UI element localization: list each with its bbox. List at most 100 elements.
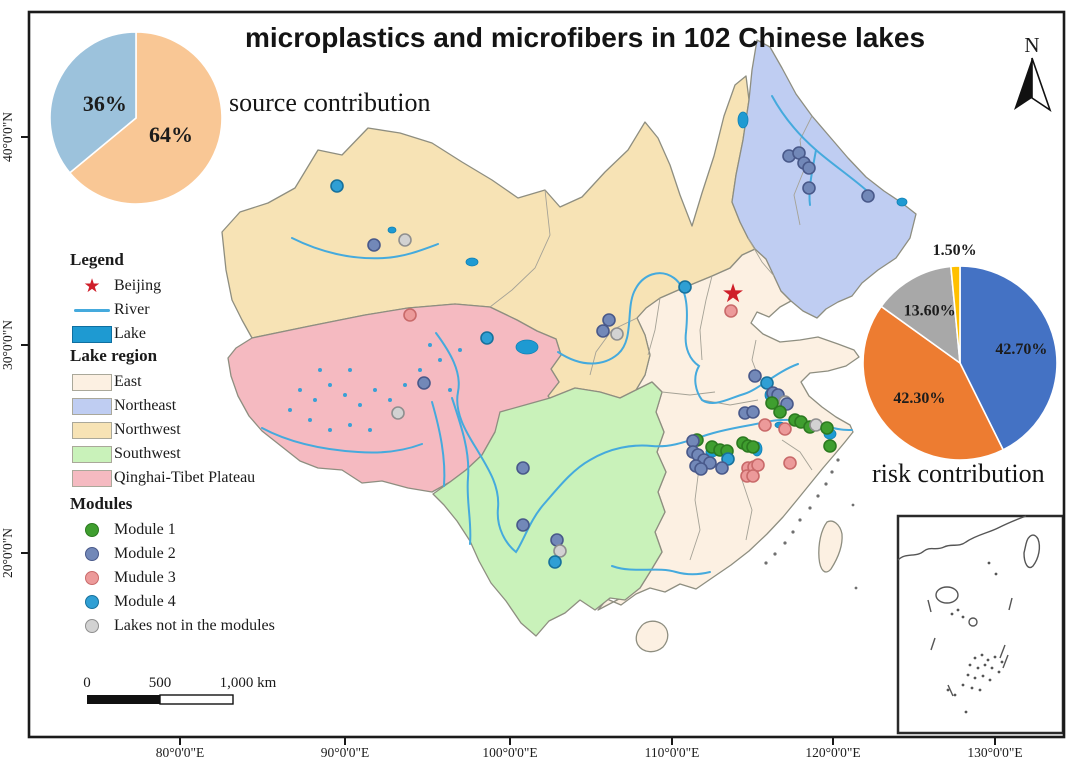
- lake-site-dot: [398, 233, 412, 247]
- qinghai-tibet-label: Qinghai-Tibet Plateau: [114, 469, 256, 486]
- yarlung-river: [261, 427, 423, 454]
- lake-site-dot: [403, 308, 417, 322]
- lake-site-dot: [809, 418, 823, 432]
- northwest-swatch: [72, 421, 112, 439]
- legend-region-northwest: Northwest: [70, 418, 320, 442]
- scale-bar: 0 500 1,000 km: [83, 675, 277, 705]
- legend-river-label: River: [114, 301, 150, 318]
- lake-site-dot: [751, 458, 765, 472]
- scale-500: 500: [149, 675, 172, 691]
- lake-site-dot: [516, 461, 530, 475]
- lake-site-dot: [417, 376, 431, 390]
- lake-site-dot: [391, 406, 405, 420]
- not-in-modules-label: Lakes not in the modules: [114, 617, 275, 634]
- lake-site-dot: [548, 555, 562, 569]
- plateau-lake-speckles: [288, 343, 462, 432]
- lake-site-dot: [678, 280, 692, 294]
- lake-site-dot: [748, 369, 762, 383]
- lake-site-dot: [773, 405, 787, 419]
- pie-slice: [880, 265, 961, 365]
- beijing-star-icon: ★: [721, 279, 744, 308]
- legend-beijing-label: Beijing: [114, 277, 162, 294]
- legend-module-na: Lakes not in the modules: [70, 614, 320, 638]
- north-arrow-icon: N: [1014, 33, 1052, 112]
- scale-0: 0: [83, 675, 91, 691]
- map-frame: 80°0'0"E 90°0'0"E 100°0'0"E 110°0'0"E 12…: [0, 10, 1066, 759]
- pie-slice-label: 13.60%: [904, 303, 956, 320]
- lake-site-dot: [480, 331, 494, 345]
- figure-title: microplastics and microfibers in 102 Chi…: [244, 22, 926, 53]
- star-icon: ★: [83, 275, 101, 297]
- lake-site-dot: [367, 238, 381, 252]
- lake-site-dot: [760, 376, 774, 390]
- lake-site-dot: [516, 518, 530, 532]
- inset-coastline: [897, 515, 1027, 561]
- northwest-label: Northwest: [114, 421, 181, 438]
- lake-sites: [330, 146, 875, 569]
- yellow-river: [557, 272, 799, 404]
- pie-slice: [49, 31, 137, 174]
- pie-slice-label: 42.70%: [995, 341, 1047, 358]
- legend-region-header: Lake region: [70, 346, 158, 365]
- risk-contribution-pie: 42.70% 42.30% 13.60% 1.50%: [862, 242, 1058, 461]
- region-northeast: [731, 39, 917, 319]
- module-3-label: Mudule 3: [114, 569, 176, 586]
- lon-130: 130°0'0"E: [967, 745, 1022, 759]
- taiwan-island: [818, 520, 843, 573]
- tarim-river: [291, 237, 439, 260]
- lon-100: 100°0'0"E: [482, 745, 537, 759]
- legend-module-1: Module 1: [70, 518, 320, 542]
- lake-site-dot: [802, 181, 816, 195]
- east-label: East: [114, 373, 142, 390]
- legend-module-3: Mudule 3: [70, 566, 320, 590]
- lake-site-dot: [724, 304, 738, 318]
- region-southwest: [432, 381, 667, 637]
- lon-80: 80°0'0"E: [156, 745, 205, 759]
- lon-110: 110°0'0"E: [645, 745, 700, 759]
- lat-30: 30°0'0"N: [0, 320, 15, 370]
- source-pie-caption: source contribution: [229, 88, 431, 117]
- qinghai-tibet-swatch: [72, 469, 112, 487]
- lake-site-dot: [778, 422, 792, 436]
- pie-slice: [959, 265, 1058, 451]
- module-1-dot-icon: [85, 523, 99, 537]
- southwest-label: Southwest: [114, 445, 181, 462]
- lake-site-dot: [596, 324, 610, 338]
- pearl-river: [611, 565, 711, 576]
- legend-lake-label: Lake: [114, 325, 146, 342]
- pie-slice-label: 36%: [83, 91, 127, 116]
- lake-site-dot: [694, 462, 708, 476]
- pie-slice-label: 1.50%: [933, 242, 977, 259]
- not-in-modules-dot-icon: [85, 619, 99, 633]
- module-4-dot-icon: [85, 595, 99, 609]
- module-1-label: Module 1: [114, 521, 176, 538]
- lake-site-dot: [602, 313, 616, 327]
- north-label: N: [1024, 33, 1039, 57]
- lake-site-dot: [746, 469, 760, 483]
- map-legend: Legend ★ Beijing River Lake Lake region …: [70, 250, 320, 638]
- legend-header: Legend: [70, 250, 124, 269]
- pie-slice: [862, 305, 1005, 461]
- legend-modules-header: Modules: [70, 494, 133, 513]
- pie-slice: [950, 265, 961, 364]
- lake-site-dot: [823, 439, 837, 453]
- lake-site-dot: [553, 544, 567, 558]
- module-3-dot-icon: [85, 571, 99, 585]
- lake-site-dot: [783, 456, 797, 470]
- lake-site-dot: [610, 327, 624, 341]
- lat-20: 20°0'0"N: [0, 528, 15, 578]
- northeast-label: Northeast: [114, 397, 177, 414]
- lake-site-dot: [802, 161, 816, 175]
- lake-site-dot: [820, 421, 834, 435]
- legend-region-northeast: Northeast: [70, 394, 320, 418]
- pie-slice: [68, 31, 223, 205]
- lake-regions: [221, 39, 917, 653]
- legend-item-beijing: ★ Beijing: [70, 274, 320, 298]
- hainan-island: [635, 620, 669, 653]
- scale-1000km: 1,000 km: [220, 675, 277, 691]
- module-2-label: Module 2: [114, 545, 176, 562]
- inset-islands: [946, 561, 1004, 714]
- lake-site-dot: [746, 405, 760, 419]
- inset-map: [896, 514, 1065, 735]
